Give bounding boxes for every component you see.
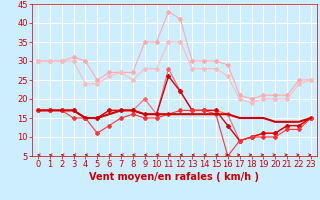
X-axis label: Vent moyen/en rafales ( km/h ): Vent moyen/en rafales ( km/h ): [89, 172, 260, 182]
